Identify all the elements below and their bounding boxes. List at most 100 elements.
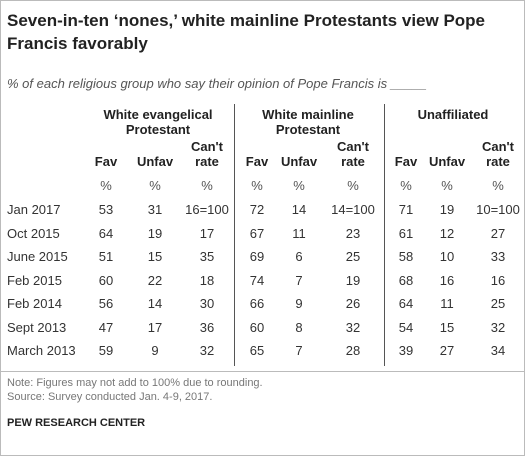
cell: 26 — [345, 296, 361, 311]
cell: 27 — [490, 225, 506, 241]
cell: 9 — [151, 343, 159, 358]
group-header: White mainline Protestant — [262, 107, 354, 137]
cell: 19 — [439, 202, 455, 217]
cell: 22 — [147, 272, 163, 288]
separator — [234, 104, 235, 366]
cell: 47 — [98, 319, 114, 335]
cell: 8 — [295, 319, 303, 335]
cell: 28 — [345, 343, 361, 358]
unit: % — [201, 178, 213, 193]
row-label: Jan 2017 — [7, 202, 61, 217]
row-label: Sept 2013 — [7, 319, 67, 335]
cell: 71 — [398, 202, 414, 217]
row-label: March 2013 — [7, 343, 76, 358]
cell: 67 — [249, 225, 265, 241]
row-label: Feb 2014 — [7, 296, 62, 311]
separator — [384, 104, 385, 366]
unit: % — [149, 178, 161, 193]
cell: 7 — [295, 343, 303, 358]
group-header: White evangelical Protestant — [103, 107, 213, 137]
cell: 31 — [147, 202, 163, 217]
cell: 16 — [490, 272, 506, 288]
cell: 39 — [398, 343, 414, 358]
unit: % — [100, 178, 112, 193]
unit: % — [293, 178, 305, 193]
unit: % — [251, 178, 263, 193]
cell: 11 — [440, 296, 454, 311]
cell: 66 — [249, 296, 265, 311]
cell: 12 — [439, 225, 455, 241]
cell: 27 — [439, 343, 455, 358]
cell: 15 — [439, 319, 455, 335]
row-label: Feb 2015 — [7, 272, 62, 288]
cell: 30 — [199, 296, 215, 311]
group-header: Unaffiliated — [417, 107, 489, 122]
cell: 59 — [98, 343, 114, 358]
cell: 32 — [490, 319, 506, 335]
cell: 16 — [439, 272, 455, 288]
cell: 18 — [199, 272, 215, 288]
footer: PEW RESEARCH CENTER — [7, 417, 146, 429]
column-header: Can't rate — [482, 139, 514, 169]
cell: 25 — [345, 249, 361, 264]
cell: 60 — [249, 319, 265, 335]
cell: 65 — [249, 343, 265, 358]
unit: % — [347, 178, 359, 193]
cell: 6 — [295, 249, 303, 264]
row-label: Oct 2015 — [7, 225, 60, 241]
column-header: Fav — [245, 154, 269, 169]
cell: 74 — [249, 272, 265, 288]
cell: 72 — [249, 202, 265, 217]
cell: 64 — [98, 225, 114, 241]
cell: 19 — [147, 225, 163, 241]
cell: 14 — [291, 202, 307, 217]
column-header: Unfav — [280, 154, 318, 169]
cell: 69 — [249, 249, 265, 264]
cell: 54 — [398, 319, 414, 335]
cell: 17 — [199, 225, 215, 241]
cell: 60 — [98, 272, 114, 288]
cell: 58 — [398, 249, 414, 264]
row-label: June 2015 — [7, 249, 68, 264]
cell: 61 — [398, 225, 414, 241]
cell: 15 — [147, 249, 163, 264]
cell: 64 — [398, 296, 414, 311]
cell: 35 — [199, 249, 215, 264]
cell: 33 — [490, 249, 506, 264]
cell: 32 — [345, 319, 361, 335]
unit: % — [492, 178, 504, 193]
column-header: Can't rate — [191, 139, 223, 169]
cell: 14 — [147, 296, 163, 311]
cell: 68 — [398, 272, 414, 288]
cell: 11 — [292, 225, 306, 241]
column-header: Unfav — [136, 154, 174, 169]
cell: 19 — [345, 272, 361, 288]
unit: % — [441, 178, 453, 193]
cell: 7 — [295, 272, 303, 288]
cell: 10 — [439, 249, 455, 264]
cell: 32 — [199, 343, 215, 358]
cell: 56 — [98, 296, 114, 311]
note: Note: Figures may not add to 100% due to… — [7, 377, 263, 389]
note: Source: Survey conducted Jan. 4-9, 2017. — [7, 391, 213, 403]
cell: 23 — [345, 225, 361, 241]
cell: 14=100 — [331, 202, 375, 217]
cell: 16=100 — [185, 202, 229, 217]
cell: 34 — [490, 343, 506, 358]
cell: 10=100 — [476, 202, 520, 217]
cell: 36 — [199, 319, 215, 335]
unit: % — [400, 178, 412, 193]
cell: 51 — [98, 249, 114, 264]
cell: 25 — [490, 296, 506, 311]
column-header: Can't rate — [337, 139, 369, 169]
title: Seven-in-ten ‘nones,’ white mainline Pro… — [7, 11, 486, 53]
subtitle: % of each religious group who say their … — [7, 76, 427, 91]
column-header: Fav — [94, 154, 118, 169]
cell: 53 — [98, 202, 114, 217]
cell: 9 — [295, 296, 303, 311]
column-header: Unfav — [428, 154, 466, 169]
column-header: Fav — [394, 154, 418, 169]
rule — [1, 371, 524, 372]
cell: 17 — [147, 319, 163, 335]
